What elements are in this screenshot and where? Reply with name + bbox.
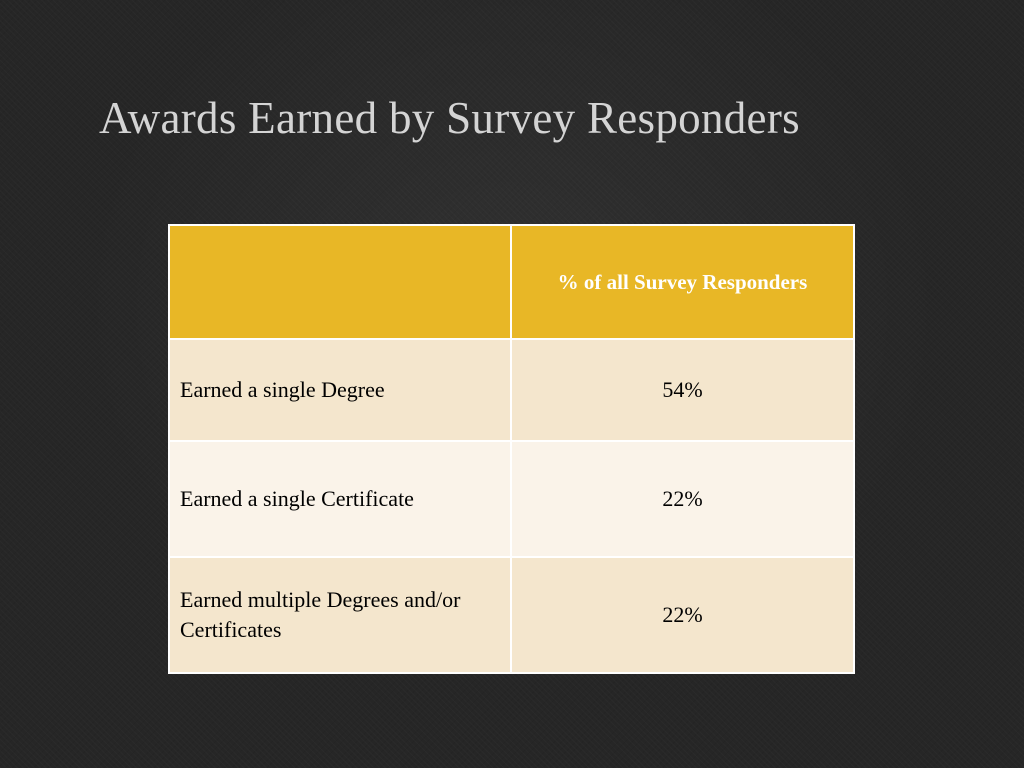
row-label: Earned a single Degree <box>168 338 512 442</box>
table-header-row: % of all Survey Responders <box>168 224 856 340</box>
table-row: Earned a single Certificate 22% <box>168 440 856 558</box>
row-value: 54% <box>509 338 856 442</box>
header-percent-cell: % of all Survey Responders <box>509 224 856 340</box>
header-empty-cell <box>168 224 512 340</box>
awards-table: % of all Survey Responders Earned a sing… <box>168 224 856 674</box>
row-label: Earned multiple Degrees and/or Certifica… <box>168 556 512 674</box>
slide-title: Awards Earned by Survey Responders <box>99 93 800 143</box>
row-value: 22% <box>509 556 856 674</box>
row-label: Earned a single Certificate <box>168 440 512 558</box>
table-row: Earned a single Degree 54% <box>168 338 856 442</box>
row-value: 22% <box>509 440 856 558</box>
table-row: Earned multiple Degrees and/or Certifica… <box>168 556 856 674</box>
